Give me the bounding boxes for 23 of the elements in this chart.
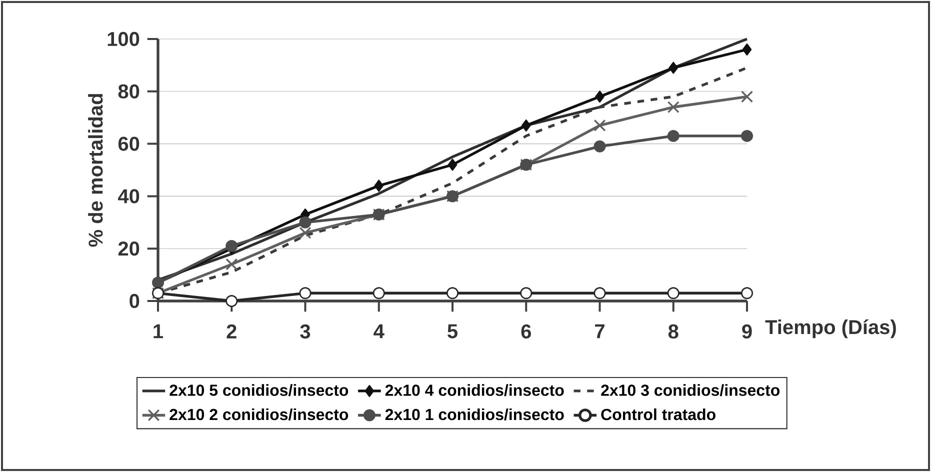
x-tick-label: 4 <box>374 324 384 338</box>
y-tick-label: 80 <box>118 84 140 98</box>
legend-label: 2x10 2 conidios/insecto <box>170 408 348 420</box>
x-tick-label: 3 <box>300 324 310 339</box>
legend-label: 2x10 3 conidios/insecto <box>601 384 780 396</box>
x-tick-label: 6 <box>521 324 531 339</box>
x-tick-label: 7 <box>595 324 604 338</box>
x-tick-label: 9 <box>742 324 752 339</box>
y-tick-label: 20 <box>118 242 140 256</box>
legend-label: 2x10 1 conidios/insecto <box>385 408 564 420</box>
legend-label: 2x10 4 conidios/insecto <box>385 384 564 396</box>
x-tick-label: 2 <box>226 324 236 338</box>
y-tick-label: 100 <box>108 32 140 46</box>
x-tick-label: 5 <box>448 324 458 338</box>
x-tick-label: 1 <box>154 324 163 338</box>
y-tick-label: 60 <box>118 136 140 151</box>
x-tick-label: 8 <box>668 324 678 339</box>
y-axis-title: % de mortalidad <box>88 94 103 247</box>
y-tick-label: 40 <box>118 189 140 204</box>
y-tick-label: 0 <box>130 294 140 308</box>
x-axis-title: Tiempo (Días) <box>765 319 896 338</box>
legend-label: Control tratado <box>601 408 716 420</box>
legend-label: 2x10 5 conidios/insecto <box>170 384 348 396</box>
